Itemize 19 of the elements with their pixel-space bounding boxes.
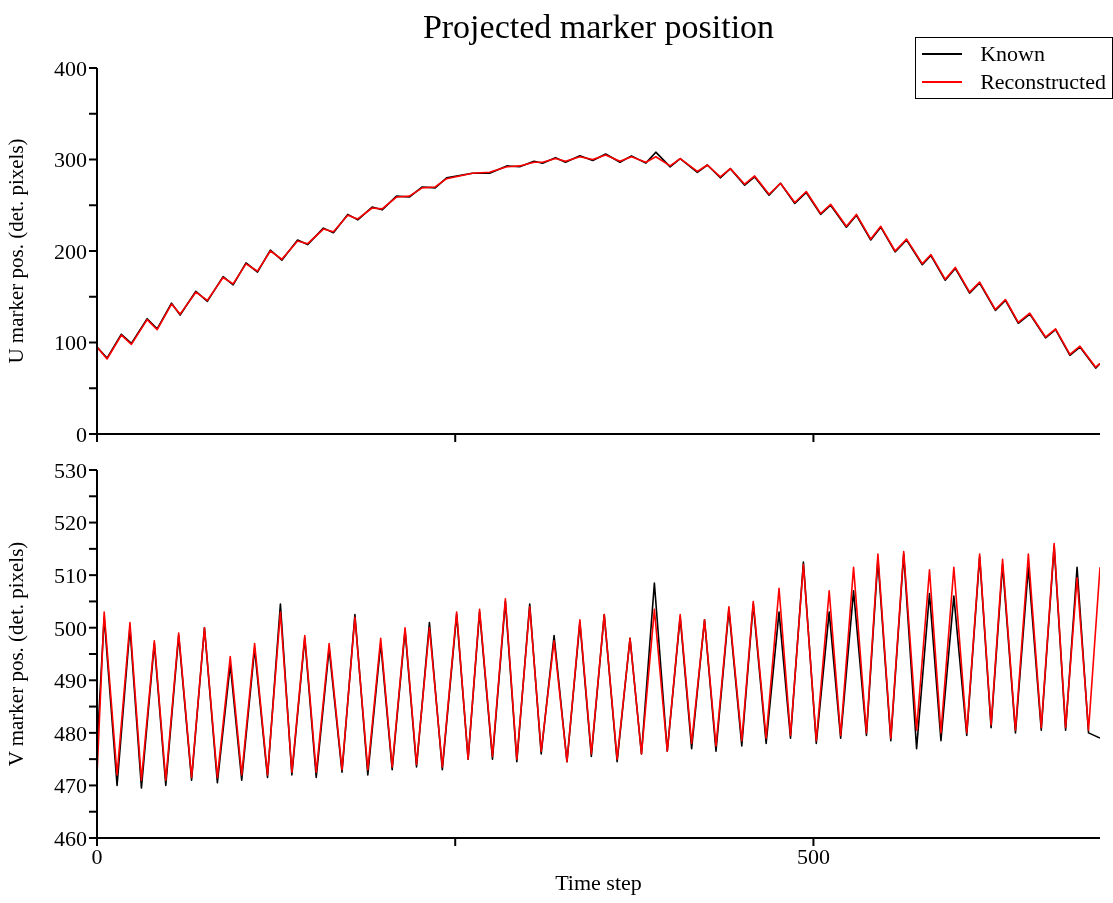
y-tick-label: 100 [54, 330, 87, 356]
y-tick-label: 520 [54, 510, 87, 536]
y-tick-label: 490 [54, 668, 87, 694]
y-tick-label: 0 [76, 421, 87, 447]
chart-title: Projected marker position [422, 8, 775, 45]
y-tick-label: 500 [54, 615, 87, 641]
legend-label: Reconstructed [980, 68, 1106, 96]
y-tick-label: 470 [54, 773, 87, 799]
x-axis-title: Time step [555, 870, 642, 895]
y-tick-label: 300 [54, 147, 87, 173]
y-axis-title: V marker pos. (det. pixels) [4, 541, 29, 767]
y-axis-title: U marker pos. (det. pixels) [4, 138, 29, 364]
y-tick-label: 400 [54, 55, 87, 81]
legend-label: Known [980, 40, 1045, 68]
y-tick-label: 510 [54, 562, 87, 588]
y-tick-label: 530 [54, 457, 87, 483]
y-tick-label: 200 [54, 238, 87, 264]
y-tick-label: 460 [54, 825, 87, 851]
y-tick-label: 480 [54, 720, 87, 746]
